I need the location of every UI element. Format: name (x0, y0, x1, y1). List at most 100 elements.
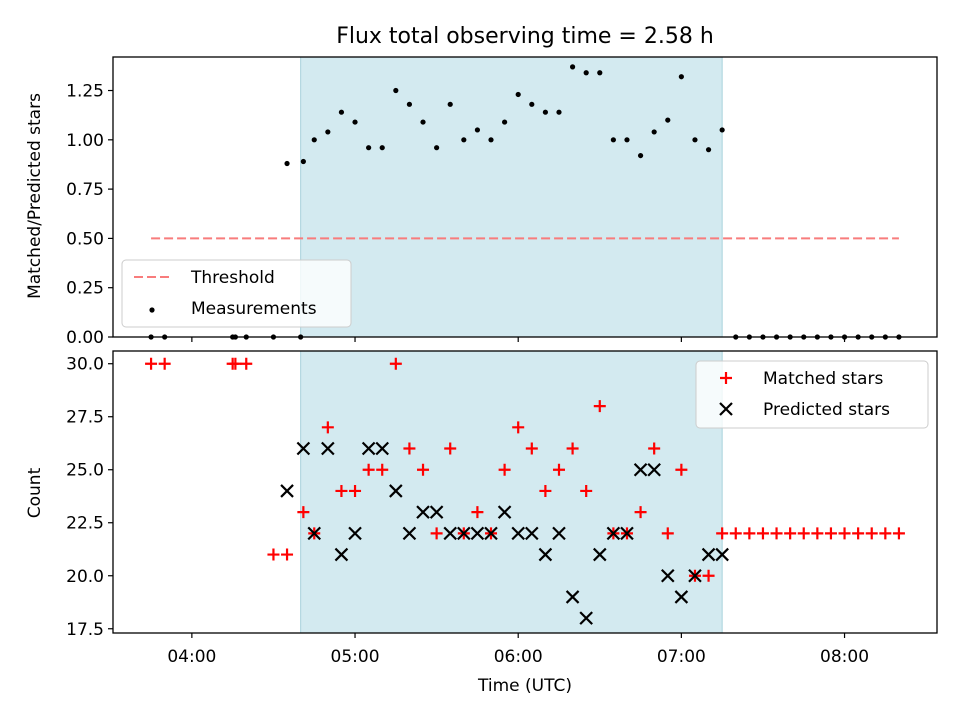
predicted-star-point (389, 484, 403, 498)
matched-star-point (756, 527, 769, 540)
matched-star-point (824, 527, 837, 540)
matched-star-point (879, 527, 892, 540)
matched-star-point (498, 463, 511, 476)
x-tick-label: 06:00 (494, 647, 543, 667)
measurement-point (583, 70, 589, 76)
top-y-tick-label: 1.00 (66, 131, 104, 151)
bottom-axes-frame (112, 350, 938, 634)
predicted-star-point (280, 484, 294, 498)
matched-star-point (444, 442, 457, 455)
predicted-star-point (660, 568, 675, 583)
bottom-legend-label: Predicted stars (763, 400, 890, 420)
predicted-star-point (565, 590, 580, 604)
predicted-star-point (416, 505, 430, 519)
predicted-star-point (375, 441, 390, 456)
matched-star-point (865, 527, 878, 540)
matched-star-point (648, 442, 661, 455)
matched-star-point (566, 442, 579, 455)
matched-star-point (580, 484, 593, 497)
predicted-star-point (715, 547, 729, 562)
x-tick-label: 07:00 (657, 647, 706, 667)
matched-star-point (539, 484, 552, 497)
matched-star-point (417, 463, 430, 476)
top-y-tick-label: 0.25 (66, 279, 104, 299)
predicted-star-point (361, 441, 376, 456)
measurement-point (610, 137, 616, 143)
matched-star-point (430, 527, 443, 540)
predicted-star-point (497, 505, 512, 519)
matched-star-point (702, 569, 715, 582)
top-legend-swatch (149, 307, 155, 313)
predicted-star-point (538, 547, 553, 562)
matched-star-point (525, 442, 538, 455)
matched-star-point (349, 484, 362, 497)
matched-star-point (403, 442, 416, 455)
predicted-star-point (334, 547, 349, 562)
measurement-point (434, 145, 440, 151)
measurement-point (556, 109, 562, 115)
matched-star-point (240, 357, 253, 370)
predicted-star-point (647, 462, 661, 477)
measurement-point (637, 152, 644, 159)
matched-star-point (281, 548, 294, 561)
predicted-star-point (620, 526, 634, 541)
top-y-tick-label: 0.75 (66, 180, 104, 200)
x-tick-label: 05:00 (331, 647, 380, 667)
bottom-y-tick-label: 20.0 (66, 567, 104, 587)
measurement-point (542, 109, 548, 115)
bottom-y-tick-label: 30.0 (66, 355, 104, 375)
predicted-star-point (606, 526, 621, 541)
measurement-point (366, 145, 372, 151)
matched-star-point (376, 463, 389, 476)
measurement-point (447, 101, 453, 107)
top-y-tick-label: 1.25 (66, 82, 104, 102)
measurement-point (338, 109, 345, 115)
bottom-y-tick-label: 27.5 (66, 408, 104, 428)
measurement-point (515, 91, 521, 98)
matched-star-point (362, 463, 375, 476)
measurement-point (529, 101, 535, 107)
matched-star-point (743, 527, 756, 540)
matched-star-point (389, 357, 402, 370)
predicted-star-point (443, 526, 457, 541)
measurement-point (352, 119, 358, 125)
predicted-star-point (525, 526, 539, 541)
top-plot-panel: 0.00 0.25 0.50 0.75 1.00 1.25 (66, 56, 938, 348)
top-y-tick-label: 0.00 (66, 328, 104, 348)
matched-star-point (770, 527, 783, 540)
predicted-star-point (688, 568, 702, 583)
predicted-star-point (457, 526, 471, 541)
predicted-star-point (296, 441, 311, 456)
bottom-plot-panel: 04:00 05:00 06:00 07:00 08:00 17.5 20.0 22.5 25.… (66, 350, 938, 667)
predicted-star-point (674, 590, 689, 604)
top-observing-span (300, 57, 723, 337)
matched-star-point (471, 506, 484, 519)
measurement-point (502, 119, 508, 125)
matched-star-point (811, 527, 824, 540)
matched-star-point (552, 463, 565, 476)
bottom-series-1 (145, 357, 905, 582)
matched-star-point (297, 506, 310, 519)
matched-star-point (675, 463, 688, 476)
measurement-point (651, 129, 657, 135)
predicted-star-point (633, 462, 648, 477)
predicted-star-point (402, 526, 417, 541)
bottom-observing-span (300, 351, 723, 633)
measurement-point (379, 145, 385, 151)
measurement-point (624, 137, 630, 143)
measurement-point (705, 147, 712, 153)
measurement-point (311, 137, 317, 143)
x-tick-label: 08:00 (820, 647, 869, 667)
bottom-legend-swatch (719, 402, 733, 416)
matched-star-point (267, 548, 280, 561)
predicted-star-point (701, 547, 716, 562)
measurement-point (461, 137, 467, 143)
predicted-star-point (470, 526, 485, 541)
measurement-point (420, 119, 426, 125)
measurement-point (488, 137, 494, 143)
matched-star-point (158, 357, 171, 370)
predicted-star-point (579, 611, 593, 625)
predicted-star-point (511, 526, 525, 541)
measurement-point (569, 64, 576, 70)
